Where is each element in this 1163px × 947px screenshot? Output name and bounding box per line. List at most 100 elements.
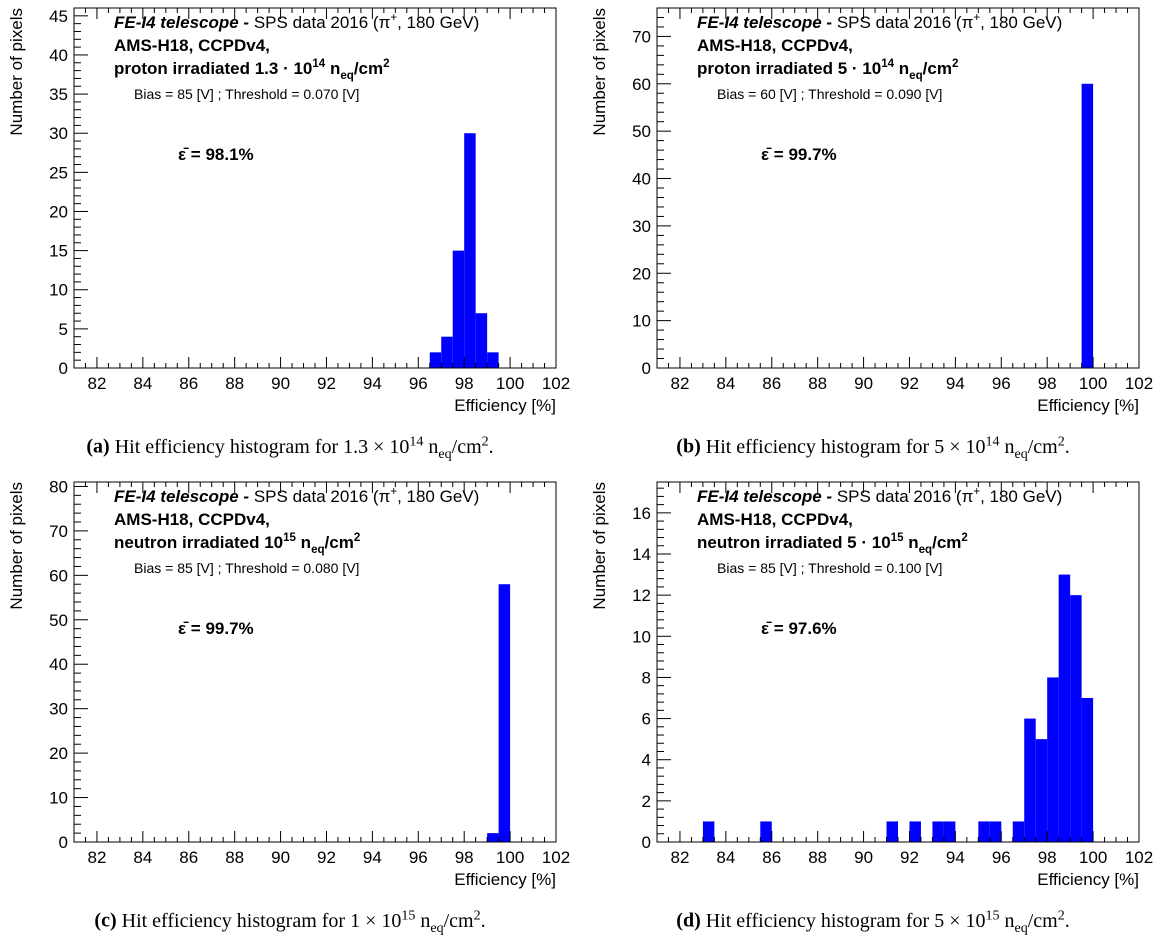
legend-device-line: AMS-H18, CCPDv4, (697, 36, 853, 55)
chart-panel-a: 82 84 86 88 90 92 94 96 98 100 102 0 5 10 15 20 25 30 35 40… (0, 0, 580, 473)
x-tick-label: 92 (900, 374, 919, 393)
figure-caption: (d) Hit efficiency histogram for 5 × 101… (583, 908, 1163, 937)
x-tick-label: 90 (271, 374, 290, 393)
caption-text: Hit efficiency histogram for 5 × 1015 ne… (700, 908, 1070, 936)
x-axis-ticks (73, 8, 557, 368)
legend-irradiation-line: neutron irradiated 5 · 1015​ neq​/cm2​ (697, 532, 968, 556)
y-axis-ticks (74, 7, 88, 369)
y-tick-label: 50 (49, 611, 68, 630)
histogram-bar (760, 821, 772, 842)
x-tick-label: 94 (363, 374, 382, 393)
histogram-bar (932, 821, 944, 842)
histogram-bar (487, 352, 499, 368)
histogram-bar (498, 584, 511, 842)
x-tick-label: 82 (87, 848, 106, 867)
x-tick-label: 86 (179, 374, 198, 393)
x-tick-label: 102 (542, 374, 570, 393)
legend-irradiation-line: proton irradiated 1.3 · 1014​ neq​/cm2​ (114, 58, 390, 82)
histogram-bar (1047, 677, 1059, 842)
y-axis-ticks (657, 7, 671, 369)
legend-settings-line: Bias = 85 [V] ; Threshold = 0.100 [V] (717, 560, 942, 576)
x-tick-label: 84 (716, 374, 735, 393)
mean-efficiency-label: ε̄ = 99.7% (178, 619, 254, 638)
y-tick-label: 70 (49, 522, 68, 541)
histogram-b: 82 84 86 88 90 92 94 96 98 100 102010203040506070E… (590, 7, 1153, 415)
x-tick-label: 88 (225, 374, 244, 393)
y-tick-label: 60 (49, 566, 68, 585)
x-tick-label: 100 (1079, 848, 1107, 867)
y-tick-label: 70 (632, 27, 651, 46)
histogram-bar (1012, 821, 1025, 842)
y-tick-label: 40 (632, 170, 651, 189)
bars (1081, 83, 1094, 368)
x-tick-label: 100 (1079, 374, 1107, 393)
x-tick-label: 88 (225, 848, 244, 867)
legend-settings-line: Bias = 85 [V] ; Threshold = 0.080 [V] (134, 560, 359, 576)
y-tick-label: 0 (59, 359, 68, 378)
x-axis-label: Efficiency [%] (454, 870, 556, 889)
y-tick-label: 10 (49, 789, 68, 808)
histogram-bar (1058, 574, 1071, 842)
x-tick-label: 98 (1038, 848, 1057, 867)
legend-telescope-line: FE-I4 telescope - SPS data 2016 (π+​, 18… (697, 12, 1062, 32)
y-tick-label: 0 (642, 359, 651, 378)
y-tick-label: 20 (632, 264, 651, 283)
y-tick-label: 35 (49, 85, 68, 104)
x-axis-ticks (656, 482, 1140, 842)
y-axis-ticks (657, 487, 671, 843)
y-tick-label: 20 (49, 744, 68, 763)
legend-settings-line: Bias = 60 [V] ; Threshold = 0.090 [V] (717, 86, 942, 102)
x-tick-label: 90 (854, 848, 873, 867)
histogram-d: 82 84 86 88 90 92 94 96 98 100 102 0 2 4 6 8 10 12 14 16 Eff… (590, 481, 1153, 889)
y-tick-label: 80 (49, 477, 68, 496)
mean-efficiency-label: ε̄ = 97.6% (761, 619, 837, 638)
histogram-bar (429, 352, 442, 368)
y-tick-label: 0 (59, 833, 68, 852)
legend-device-line: AMS-H18, CCPDv4, (114, 36, 270, 55)
figure-caption: (a) Hit efficiency histogram for 1.3 × 1… (0, 434, 580, 463)
caption-label: (b) (676, 435, 701, 458)
legend-telescope-line: FE-I4 telescope - SPS data 2016 (π+​, 18… (114, 486, 479, 506)
y-axis-label: Number of pixels (590, 482, 609, 610)
x-tick-label: 90 (854, 374, 873, 393)
histogram-c: 82 84 86 88 90 92 94 96 98 100 1020102030405060708… (7, 477, 570, 889)
legend-irradiation-line: proton irradiated 5 · 1014​ neq​/cm2​ (697, 58, 958, 82)
y-tick-label: 16 (632, 504, 651, 523)
caption-text: Hit efficiency histogram for 1.3 × 1014 … (109, 434, 494, 462)
caption-text: Hit efficiency histogram for 1 × 1015 ne… (116, 908, 486, 936)
mean-efficiency-label: ε̄ = 98.1% (178, 145, 254, 164)
histogram-bar (487, 833, 499, 842)
y-tick-label: 30 (49, 700, 68, 719)
x-tick-label: 96 (992, 374, 1011, 393)
x-tick-label: 98 (455, 374, 474, 393)
histogram-bar (441, 336, 453, 368)
histogram-bar (1081, 83, 1094, 368)
legend-settings-line: Bias = 85 [V] ; Threshold = 0.070 [V] (134, 86, 359, 102)
x-tick-label: 98 (455, 848, 474, 867)
y-tick-label: 14 (632, 545, 651, 564)
y-tick-label: 10 (632, 627, 651, 646)
histogram-bar (1070, 595, 1082, 842)
y-tick-label: 30 (632, 217, 651, 236)
histogram-bar (978, 821, 990, 842)
y-tick-label: 4 (642, 751, 651, 770)
x-tick-label: 88 (808, 848, 827, 867)
x-tick-label: 84 (716, 848, 735, 867)
y-tick-label: 20 (49, 202, 68, 221)
y-tick-label: 10 (632, 312, 651, 331)
x-tick-label: 86 (179, 848, 198, 867)
x-tick-label: 102 (1125, 374, 1153, 393)
x-tick-label: 88 (808, 374, 827, 393)
x-tick-label: 96 (409, 374, 428, 393)
histogram-bar (989, 821, 1002, 842)
x-tick-label: 92 (317, 374, 336, 393)
chart-panel-c: 82 84 86 88 90 92 94 96 98 100 102 0 10 20 30 40 50 60 70 8… (0, 474, 580, 947)
x-tick-label: 100 (496, 374, 524, 393)
x-tick-label: 94 (946, 374, 965, 393)
legend-irradiation-line: neutron irradiated 1015​ neq​/cm2​ (114, 532, 360, 556)
x-tick-label: 82 (670, 848, 689, 867)
histogram-bar (1081, 698, 1094, 842)
x-tick-label: 86 (762, 374, 781, 393)
y-axis-label: Number of pixels (7, 482, 26, 610)
y-tick-label: 12 (632, 586, 651, 605)
